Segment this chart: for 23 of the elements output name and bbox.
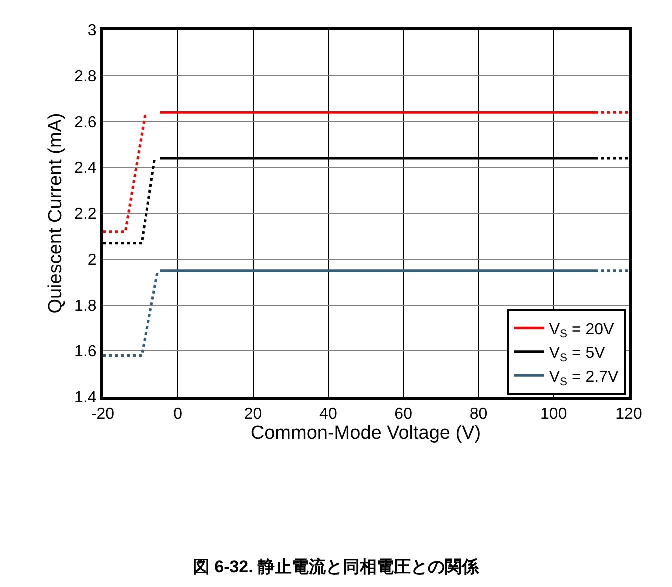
x-tick-label: 100 [540,406,568,424]
y-tick-label: 3 [88,22,97,40]
x-tick-label: 0 [174,406,183,424]
x-tick-label: 40 [320,406,338,424]
y-tick-label: 1.8 [74,298,97,315]
x-axis-title: Common-Mode Voltage (V) [250,423,482,444]
x-tick-label: 20 [244,406,262,424]
x-tick-label: 60 [394,406,413,424]
y-tick-label: 2.4 [74,160,97,178]
y-tick-label: 2.6 [74,114,97,132]
y-tick-label: 2.2 [74,206,97,224]
x-tick-label: 120 [616,406,642,424]
y-axis-title: Quiescent Current (mA) [45,113,66,314]
legend-label: V$_{S}$ = 20V [549,321,615,341]
text: 図 6-32. 静止電流と同相電圧との関係 [192,557,480,576]
y-tick-label: 1.4 [74,390,97,407]
legend-label: V$_{S}$ = 2.7V [549,368,619,388]
x-tick-label: -20 [91,406,115,424]
y-tick-label: 1.6 [74,344,97,361]
legend-label: V$_{S}$ = 5V [549,345,606,364]
y-tick-label: 2.8 [74,68,97,86]
y-tick-label: 2 [88,252,97,269]
x-tick-label: 80 [470,406,488,424]
